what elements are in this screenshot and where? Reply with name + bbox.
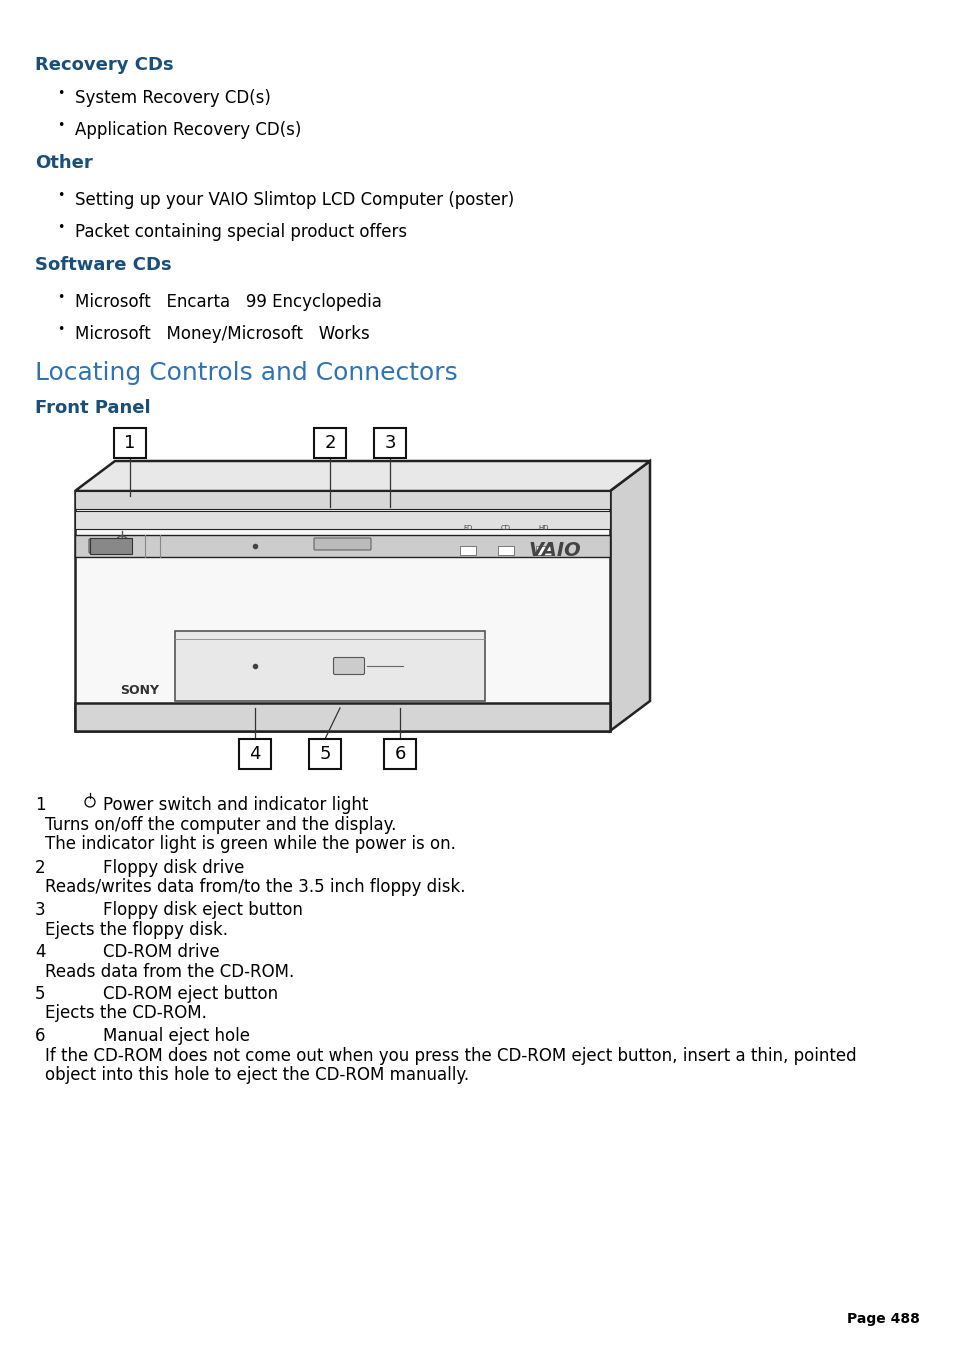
Text: Ejects the floppy disk.: Ejects the floppy disk.	[45, 921, 228, 939]
Text: •: •	[57, 86, 64, 100]
Text: 2: 2	[324, 434, 335, 453]
Bar	[75, 490, 609, 731]
Text: VAIO: VAIO	[528, 542, 580, 561]
Text: 2: 2	[35, 859, 46, 877]
Text: object into this hole to eject the CD-ROM manually.: object into this hole to eject the CD-RO…	[45, 1066, 469, 1084]
Text: 4: 4	[35, 943, 46, 961]
Bar	[75, 703, 609, 731]
Text: Software CDs: Software CDs	[35, 255, 172, 274]
Text: Front Panel: Front Panel	[35, 399, 151, 417]
Polygon shape	[75, 461, 649, 490]
Text: Turns on/off the computer and the display.: Turns on/off the computer and the displa…	[45, 816, 395, 834]
Text: Ejects the CD-ROM.: Ejects the CD-ROM.	[45, 1004, 207, 1021]
Bar	[113, 428, 146, 458]
Text: 1: 1	[124, 434, 135, 453]
Text: •: •	[57, 119, 64, 132]
Bar	[75, 490, 609, 509]
Text: Microsoft   Money/Microsoft   Works: Microsoft Money/Microsoft Works	[75, 326, 370, 343]
Text: The indicator light is green while the power is on.: The indicator light is green while the p…	[45, 835, 456, 852]
Text: Floppy disk eject button: Floppy disk eject button	[103, 901, 302, 919]
Text: Manual eject hole: Manual eject hole	[103, 1027, 250, 1046]
FancyBboxPatch shape	[314, 538, 371, 550]
Text: •: •	[57, 222, 64, 234]
FancyBboxPatch shape	[334, 658, 364, 674]
Text: Setting up your VAIO Slimtop LCD Computer (poster): Setting up your VAIO Slimtop LCD Compute…	[75, 190, 514, 209]
Text: 3: 3	[384, 434, 395, 453]
Text: CD-ROM drive: CD-ROM drive	[103, 943, 219, 961]
Bar	[309, 739, 340, 769]
Text: Locating Controls and Connectors: Locating Controls and Connectors	[35, 361, 457, 385]
Text: •: •	[57, 323, 64, 336]
Text: CD-ROM eject button: CD-ROM eject button	[103, 985, 278, 1002]
Bar	[497, 546, 514, 555]
FancyBboxPatch shape	[89, 539, 129, 553]
Text: •: •	[57, 290, 64, 304]
Text: Floppy disk drive: Floppy disk drive	[103, 859, 244, 877]
Text: CD: CD	[500, 526, 511, 531]
Text: 5: 5	[319, 744, 331, 763]
Text: FD: FD	[463, 526, 472, 531]
Text: 6: 6	[35, 1027, 46, 1046]
Bar	[174, 631, 484, 701]
Bar	[239, 739, 271, 769]
Bar	[314, 428, 346, 458]
Bar	[374, 428, 406, 458]
Text: Recovery CDs: Recovery CDs	[35, 55, 173, 74]
Text: 3: 3	[35, 901, 46, 919]
Text: Application Recovery CD(s): Application Recovery CD(s)	[75, 122, 301, 139]
Bar	[384, 739, 416, 769]
Text: Page 488: Page 488	[846, 1312, 919, 1325]
Text: Reads data from the CD-ROM.: Reads data from the CD-ROM.	[45, 963, 294, 981]
Text: If the CD-ROM does not come out when you press the CD-ROM eject button, insert a: If the CD-ROM does not come out when you…	[45, 1047, 856, 1065]
Text: Reads/writes data from/to the 3.5 inch floppy disk.: Reads/writes data from/to the 3.5 inch f…	[45, 878, 465, 896]
Bar	[459, 546, 476, 555]
Text: •: •	[57, 189, 64, 203]
Text: 4: 4	[249, 744, 260, 763]
Text: 5: 5	[35, 985, 46, 1002]
Text: Other: Other	[35, 154, 92, 172]
Polygon shape	[609, 461, 649, 731]
Bar	[536, 546, 552, 555]
Text: System Recovery CD(s): System Recovery CD(s)	[75, 89, 271, 107]
Bar	[75, 535, 609, 557]
Bar	[75, 511, 609, 530]
Bar	[90, 538, 132, 554]
Text: Packet containing special product offers: Packet containing special product offers	[75, 223, 407, 240]
Text: Power switch and indicator light: Power switch and indicator light	[103, 796, 368, 815]
Text: 1: 1	[35, 796, 46, 815]
Text: 6: 6	[394, 744, 405, 763]
Text: HD: HD	[538, 526, 549, 531]
Text: SONY: SONY	[120, 685, 159, 697]
Text: Microsoft   Encarta   99 Encyclopedia: Microsoft Encarta 99 Encyclopedia	[75, 293, 381, 311]
